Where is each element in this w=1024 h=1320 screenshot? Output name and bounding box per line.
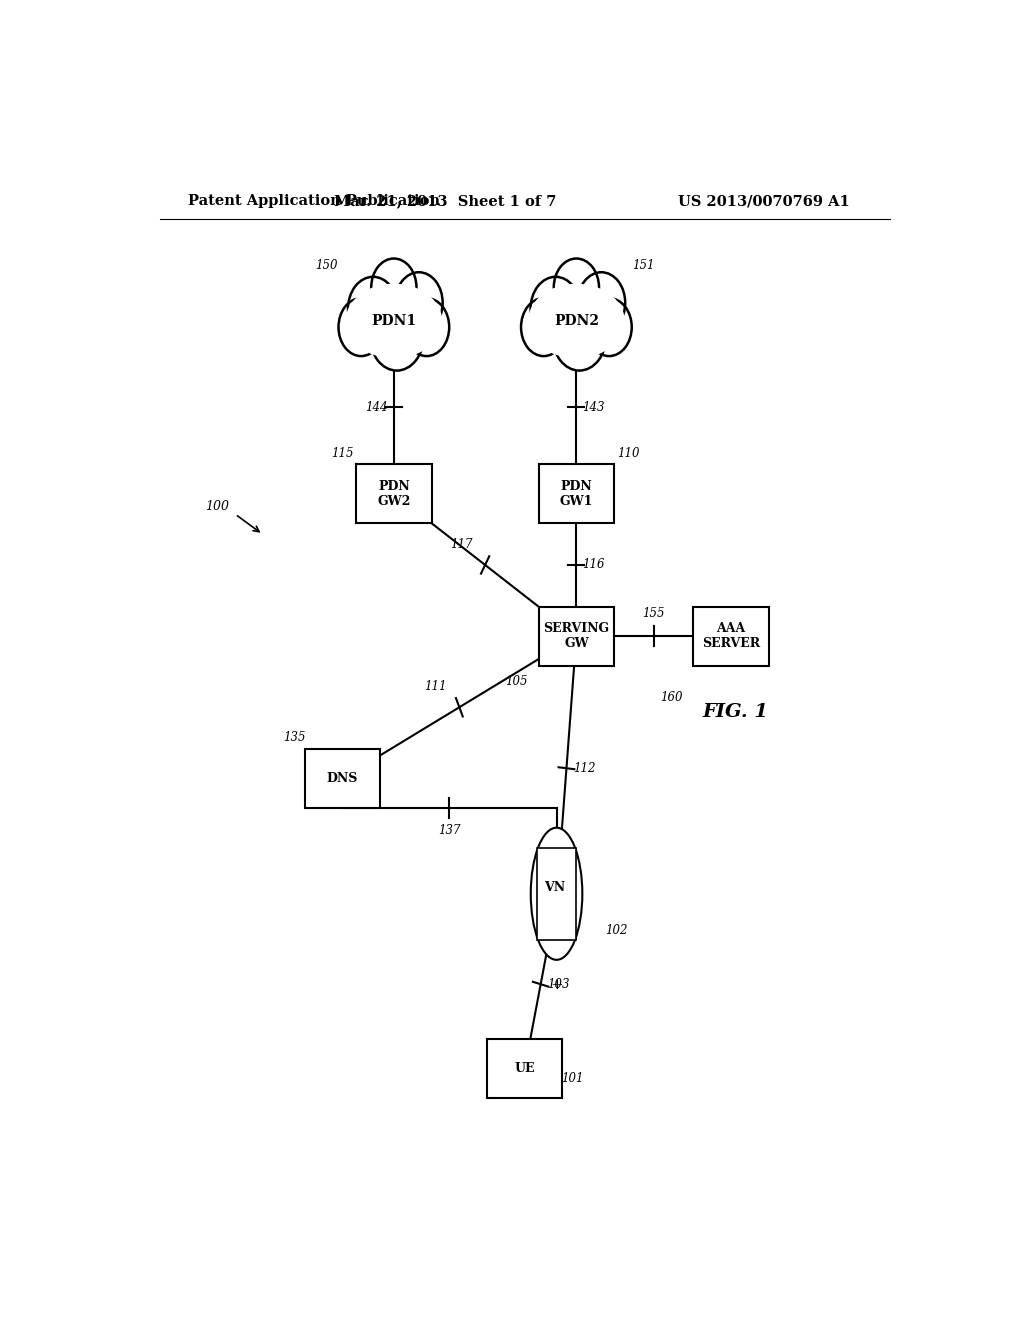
Circle shape bbox=[395, 272, 442, 333]
Circle shape bbox=[587, 298, 632, 356]
Text: 143: 143 bbox=[583, 401, 605, 414]
Circle shape bbox=[553, 302, 606, 371]
Text: 151: 151 bbox=[633, 259, 655, 272]
Text: 160: 160 bbox=[660, 690, 683, 704]
Text: 150: 150 bbox=[315, 259, 338, 272]
Ellipse shape bbox=[530, 828, 583, 960]
Text: AAA
SERVER: AAA SERVER bbox=[702, 622, 760, 651]
Text: 137: 137 bbox=[438, 824, 461, 837]
Text: 112: 112 bbox=[572, 762, 595, 775]
FancyBboxPatch shape bbox=[538, 847, 575, 940]
Text: FIG. 1: FIG. 1 bbox=[702, 704, 768, 721]
Ellipse shape bbox=[528, 284, 624, 358]
FancyBboxPatch shape bbox=[356, 465, 431, 523]
Text: 105: 105 bbox=[506, 676, 528, 688]
Ellipse shape bbox=[346, 284, 441, 358]
Circle shape bbox=[530, 277, 581, 341]
Text: 155: 155 bbox=[642, 607, 665, 620]
FancyBboxPatch shape bbox=[304, 748, 380, 808]
Text: 115: 115 bbox=[331, 446, 353, 459]
Text: Mar. 21, 2013  Sheet 1 of 7: Mar. 21, 2013 Sheet 1 of 7 bbox=[334, 194, 557, 209]
FancyBboxPatch shape bbox=[539, 465, 614, 523]
FancyBboxPatch shape bbox=[539, 607, 614, 665]
Text: US 2013/0070769 A1: US 2013/0070769 A1 bbox=[679, 194, 850, 209]
Text: 117: 117 bbox=[451, 539, 472, 552]
Text: 110: 110 bbox=[616, 446, 639, 459]
Circle shape bbox=[348, 277, 398, 341]
Text: 111: 111 bbox=[424, 680, 446, 693]
Text: SERVING
GW: SERVING GW bbox=[544, 622, 609, 651]
Circle shape bbox=[578, 272, 626, 333]
Text: 102: 102 bbox=[605, 924, 628, 937]
Text: 103: 103 bbox=[547, 978, 569, 991]
Text: PDN
GW2: PDN GW2 bbox=[377, 479, 411, 508]
Text: Patent Application Publication: Patent Application Publication bbox=[187, 194, 439, 209]
Text: 100: 100 bbox=[205, 499, 229, 512]
Circle shape bbox=[554, 259, 599, 317]
Text: VN: VN bbox=[544, 880, 565, 894]
Text: PDN1: PDN1 bbox=[372, 314, 417, 329]
FancyBboxPatch shape bbox=[487, 1039, 562, 1097]
Text: 101: 101 bbox=[561, 1072, 584, 1085]
Text: +: + bbox=[550, 978, 563, 991]
FancyBboxPatch shape bbox=[693, 607, 769, 665]
Circle shape bbox=[339, 298, 384, 356]
Text: 144: 144 bbox=[366, 401, 388, 414]
Text: 135: 135 bbox=[284, 731, 306, 744]
Circle shape bbox=[404, 298, 450, 356]
Text: PDN2: PDN2 bbox=[554, 314, 599, 329]
Text: UE: UE bbox=[514, 1061, 536, 1074]
Text: 116: 116 bbox=[583, 558, 605, 572]
Circle shape bbox=[372, 259, 417, 317]
Text: DNS: DNS bbox=[327, 772, 358, 785]
Text: PDN
GW1: PDN GW1 bbox=[560, 479, 593, 508]
Circle shape bbox=[521, 298, 566, 356]
Circle shape bbox=[370, 302, 424, 371]
